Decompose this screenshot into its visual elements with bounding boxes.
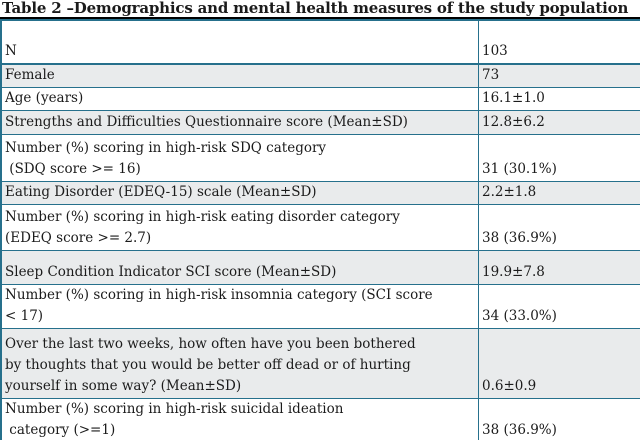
measure-value-cell: 38 (36.9%) bbox=[478, 204, 640, 251]
table-row-age: Age (years) 16.1±1.0 bbox=[0, 87, 640, 111]
measure-label-cell: Age (years) bbox=[0, 87, 479, 111]
table-row-sci-score: Sleep Condition Indicator SCI score (Mea… bbox=[0, 250, 640, 285]
measure-value-cell: 34 (33.0%) bbox=[478, 284, 640, 329]
table-row-n: N 103 bbox=[0, 19, 640, 65]
demographics-table: N 103 Female 73 Age (years) 16.1±1.0 Str… bbox=[0, 19, 640, 440]
measure-label-cell: Female bbox=[0, 63, 479, 88]
measure-value-cell: 103 bbox=[478, 19, 640, 65]
measure-value-cell: 31 (30.1%) bbox=[478, 134, 640, 182]
measure-value-cell: 16.1±1.0 bbox=[478, 87, 640, 111]
measure-label-cell: Number (%) scoring in high-risk insomnia… bbox=[0, 284, 479, 329]
demographics-table-body: N 103 Female 73 Age (years) 16.1±1.0 Str… bbox=[0, 19, 640, 440]
measure-label-cell: Number (%) scoring in high-risk suicidal… bbox=[0, 398, 479, 440]
table-row-suicidal-thoughts-score: Over the last two weeks, how often have … bbox=[0, 328, 640, 399]
measure-label-cell: Number (%) scoring in high-risk eating d… bbox=[0, 204, 479, 251]
measure-value-cell: 19.9±7.8 bbox=[478, 250, 640, 285]
table-row-female: Female 73 bbox=[0, 63, 640, 88]
table-row-edeq-score: Eating Disorder (EDEQ-15) scale (Mean±SD… bbox=[0, 181, 640, 205]
table-row-sdq-score: Strengths and Difficulties Questionnaire… bbox=[0, 110, 640, 135]
measure-label-cell: Over the last two weeks, how often have … bbox=[0, 328, 479, 399]
table-caption: Table 2 –Demographics and mental health … bbox=[0, 0, 640, 19]
table-row-edeq-high-risk: Number (%) scoring in high-risk eating d… bbox=[0, 204, 640, 251]
measure-label-cell: Sleep Condition Indicator SCI score (Mea… bbox=[0, 250, 479, 285]
measure-label-cell: Eating Disorder (EDEQ-15) scale (Mean±SD… bbox=[0, 181, 479, 205]
measure-value-cell: 73 bbox=[478, 63, 640, 88]
measure-value-cell: 38 (36.9%) bbox=[478, 398, 640, 440]
measure-label-cell: Strengths and Difficulties Questionnaire… bbox=[0, 110, 479, 135]
measure-value-cell: 12.8±6.2 bbox=[478, 110, 640, 135]
measure-label-cell: Number (%) scoring in high-risk SDQ cate… bbox=[0, 134, 479, 182]
table-row-insomnia-high-risk: Number (%) scoring in high-risk insomnia… bbox=[0, 284, 640, 329]
table-row-suicidal-ideation-high-risk: Number (%) scoring in high-risk suicidal… bbox=[0, 398, 640, 440]
measure-value-cell: 2.2±1.8 bbox=[478, 181, 640, 205]
measure-value-cell: 0.6±0.9 bbox=[478, 328, 640, 399]
table-row-sdq-high-risk: Number (%) scoring in high-risk SDQ cate… bbox=[0, 134, 640, 182]
measure-label-cell: N bbox=[0, 19, 479, 65]
